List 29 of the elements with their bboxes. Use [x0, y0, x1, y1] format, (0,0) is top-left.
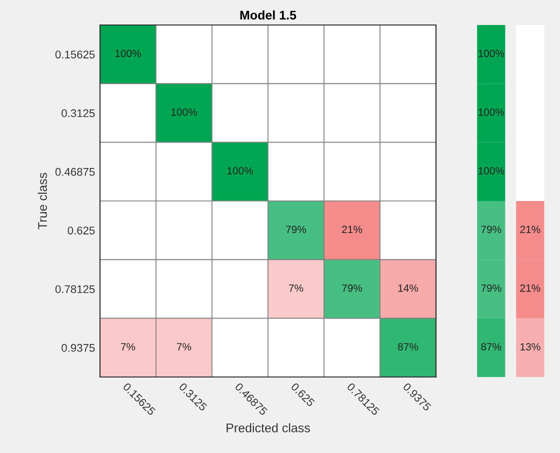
data-label: 7% — [289, 284, 304, 292]
data-label: 13% — [520, 343, 540, 350]
data-label: 79% — [286, 226, 306, 234]
data-label: 100% — [478, 108, 504, 116]
data-label: 100% — [478, 167, 504, 174]
data-label: 100% — [227, 167, 253, 174]
data-label: 21% — [520, 226, 540, 234]
data-label: 7% — [177, 343, 192, 350]
data-label: 21% — [520, 284, 540, 292]
y-axis-title: True class — [38, 172, 47, 230]
y-tick-label: 0.3125 — [62, 109, 95, 118]
y-tick-label: 0.78125 — [55, 285, 95, 294]
y-tick-label: 0.46875 — [55, 168, 95, 176]
data-label: 87% — [481, 343, 502, 350]
x-axis-title: Predicted class — [226, 423, 310, 432]
y-tick-label: 0.9375 — [62, 344, 95, 352]
data-label: 21% — [342, 226, 362, 234]
chart-title: Model 1.5 — [240, 10, 296, 20]
data-label: 79% — [342, 284, 362, 292]
data-label: 7% — [121, 343, 136, 350]
data-label: 87% — [398, 343, 418, 350]
data-label: 79% — [481, 226, 502, 234]
data-label: 79% — [481, 284, 502, 292]
y-tick-label: 0.625 — [68, 226, 95, 234]
data-label: 100% — [478, 50, 504, 58]
y-tick-label: 0.15625 — [55, 50, 95, 58]
data-label: 14% — [398, 284, 418, 292]
data-label: 100% — [115, 50, 141, 58]
data-label: 100% — [171, 108, 197, 116]
